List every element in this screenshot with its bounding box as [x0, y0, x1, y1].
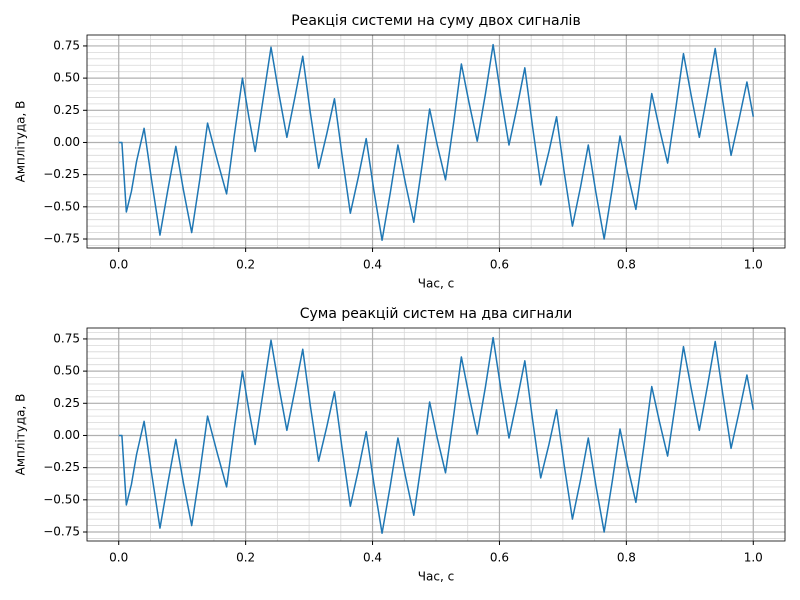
- y-tick-label: −0.25: [43, 460, 80, 474]
- y-tick-label: 0.75: [53, 38, 80, 52]
- signal-line: [118, 336, 755, 535]
- axes-frame: [86, 34, 786, 249]
- x-tick-label: 0.2: [236, 551, 255, 565]
- y-tick-label: 0.75: [53, 331, 80, 345]
- y-axis-label: Амплітуда, В: [14, 394, 28, 476]
- y-tick-label: −0.75: [43, 231, 80, 245]
- y-tick-label: −0.75: [43, 524, 80, 538]
- y-tick-label: 0.25: [53, 103, 80, 117]
- x-tick-label: 0.2: [236, 258, 255, 272]
- chart-title: Сума реакцій систем на два сигнали: [300, 306, 573, 322]
- x-tick-label: 0.4: [363, 551, 382, 565]
- x-axis-label: Час, с: [418, 570, 454, 584]
- subplot: 0.0 0.2 0.4 0.6 0.8 1.0 0.75 0.50 0.25 0.00 −0.25 −…: [14, 306, 786, 584]
- chart-title: Реакція системи на суму двох сигналів: [291, 13, 580, 29]
- y-tick-label: 0.00: [53, 428, 80, 442]
- x-tick-label: 1.0: [744, 258, 763, 272]
- x-tick-label: 1.0: [744, 551, 763, 565]
- axes-frame: [86, 327, 786, 542]
- x-tick-label: 0.0: [109, 551, 128, 565]
- x-tick-label: 0.6: [490, 551, 509, 565]
- x-axis-label: Час, с: [418, 277, 454, 291]
- x-tick-label: 0.4: [363, 258, 382, 272]
- x-tick-label: 0.8: [617, 551, 636, 565]
- x-tick-label: 0.0: [109, 258, 128, 272]
- y-tick-label: 0.50: [53, 364, 80, 378]
- y-axis-label: Амплітуда, В: [14, 101, 28, 183]
- y-tick-label: 0.25: [53, 396, 80, 410]
- y-tick-label: −0.50: [43, 199, 80, 213]
- x-tick-label: 0.6: [490, 258, 509, 272]
- x-tick-label: 0.8: [617, 258, 636, 272]
- y-tick-label: −0.25: [43, 167, 80, 181]
- y-tick-label: 0.00: [53, 135, 80, 149]
- y-tick-label: 0.50: [53, 71, 80, 85]
- signal-line: [118, 43, 755, 242]
- y-tick-label: −0.50: [43, 492, 80, 506]
- subplot: 0.0 0.2 0.4 0.6 0.8 1.0 0.75 0.50 0.25 0.00 −0.25 −…: [14, 13, 786, 291]
